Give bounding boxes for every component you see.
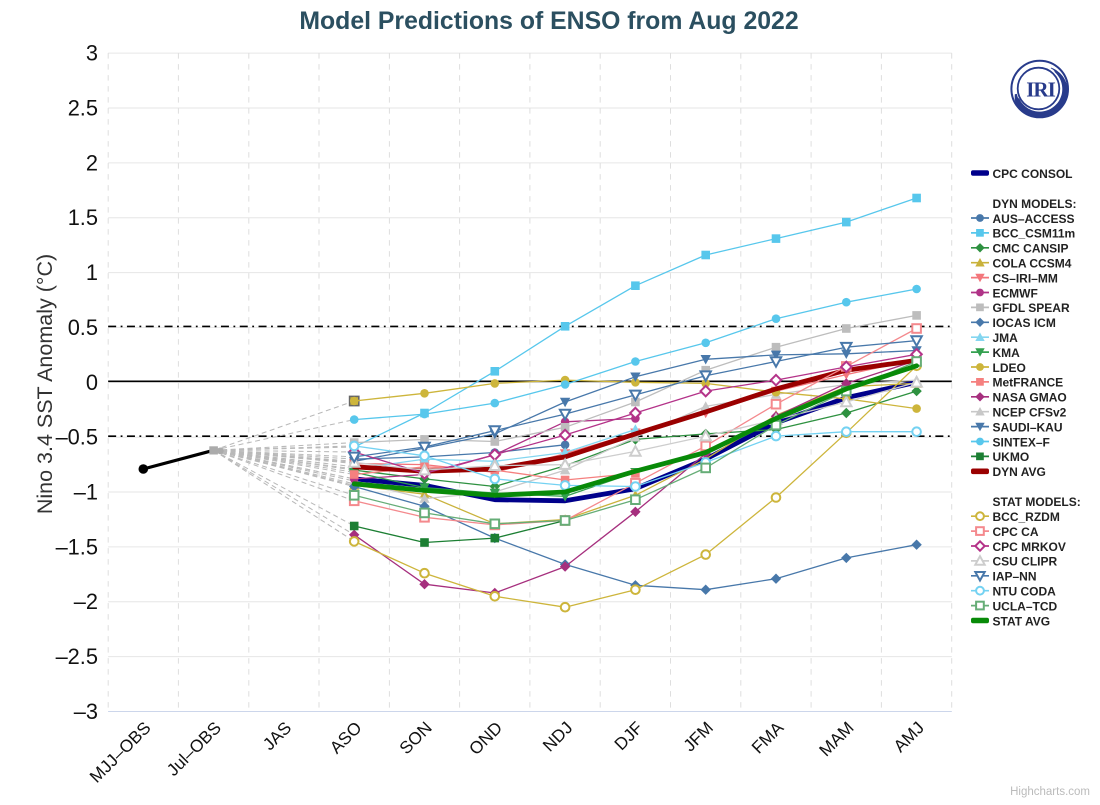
svg-text:LDEO: LDEO bbox=[993, 361, 1026, 375]
svg-text:DYN AVG: DYN AVG bbox=[993, 465, 1046, 479]
svg-text:Model Predictions of ENSO from: Model Predictions of ENSO from Aug 2022 bbox=[299, 8, 798, 35]
svg-text:–1: –1 bbox=[74, 480, 98, 505]
svg-text:SAUDI–KAU: SAUDI–KAU bbox=[993, 420, 1063, 434]
svg-text:CPC CA: CPC CA bbox=[993, 525, 1039, 539]
svg-text:CPC CONSOL: CPC CONSOL bbox=[993, 167, 1073, 181]
svg-text:–3: –3 bbox=[74, 699, 98, 724]
svg-text:IOCAS ICM: IOCAS ICM bbox=[993, 316, 1056, 330]
svg-text:AUS–ACCESS: AUS–ACCESS bbox=[993, 212, 1075, 226]
svg-text:NASA GMAO: NASA GMAO bbox=[993, 391, 1067, 405]
svg-text:KMA: KMA bbox=[993, 346, 1021, 360]
svg-text:SINTEX–F: SINTEX–F bbox=[993, 435, 1050, 449]
svg-text:JMA: JMA bbox=[993, 331, 1019, 345]
svg-text:COLA CCSM4: COLA CCSM4 bbox=[993, 257, 1072, 271]
svg-text:Nino 3.4 SST Anomaly (°C): Nino 3.4 SST Anomaly (°C) bbox=[33, 254, 57, 514]
svg-text:ECMWF: ECMWF bbox=[993, 286, 1038, 300]
svg-text:BCC_RZDM: BCC_RZDM bbox=[993, 510, 1060, 524]
svg-text:CSU CLIPR: CSU CLIPR bbox=[993, 555, 1058, 569]
svg-text:1: 1 bbox=[86, 260, 98, 285]
svg-text:2: 2 bbox=[86, 150, 98, 175]
svg-text:1.5: 1.5 bbox=[68, 205, 98, 230]
svg-text:DYN MODELS:: DYN MODELS: bbox=[993, 197, 1077, 211]
svg-text:STAT MODELS:: STAT MODELS: bbox=[993, 495, 1081, 509]
svg-text:UCLA–TCD: UCLA–TCD bbox=[993, 599, 1058, 613]
svg-text:BCC_CSM11m: BCC_CSM11m bbox=[993, 227, 1076, 241]
svg-text:STAT AVG: STAT AVG bbox=[993, 614, 1051, 628]
svg-text:NTU CODA: NTU CODA bbox=[993, 585, 1057, 599]
svg-text:Highcharts.com: Highcharts.com bbox=[1010, 786, 1090, 798]
svg-text:3: 3 bbox=[86, 41, 98, 66]
svg-text:–0.5: –0.5 bbox=[56, 425, 98, 450]
svg-text:CPC MRKOV: CPC MRKOV bbox=[993, 540, 1066, 554]
svg-text:MetFRANCE: MetFRANCE bbox=[993, 376, 1064, 390]
svg-text:–2: –2 bbox=[74, 589, 98, 614]
svg-text:NCEP CFSv2: NCEP CFSv2 bbox=[993, 406, 1067, 420]
svg-text:–1.5: –1.5 bbox=[56, 534, 98, 559]
svg-text:IAP–NN: IAP–NN bbox=[993, 570, 1037, 584]
svg-text:2.5: 2.5 bbox=[68, 96, 98, 121]
svg-text:IRI: IRI bbox=[1026, 78, 1055, 102]
svg-text:0.5: 0.5 bbox=[68, 315, 98, 340]
svg-text:UKMO: UKMO bbox=[993, 450, 1030, 464]
svg-text:GFDL SPEAR: GFDL SPEAR bbox=[993, 301, 1070, 315]
svg-text:CS–IRI–MM: CS–IRI–MM bbox=[993, 271, 1058, 285]
svg-text:–2.5: –2.5 bbox=[56, 644, 98, 669]
svg-text:CMC CANSIP: CMC CANSIP bbox=[993, 242, 1069, 256]
svg-text:0: 0 bbox=[86, 370, 98, 395]
